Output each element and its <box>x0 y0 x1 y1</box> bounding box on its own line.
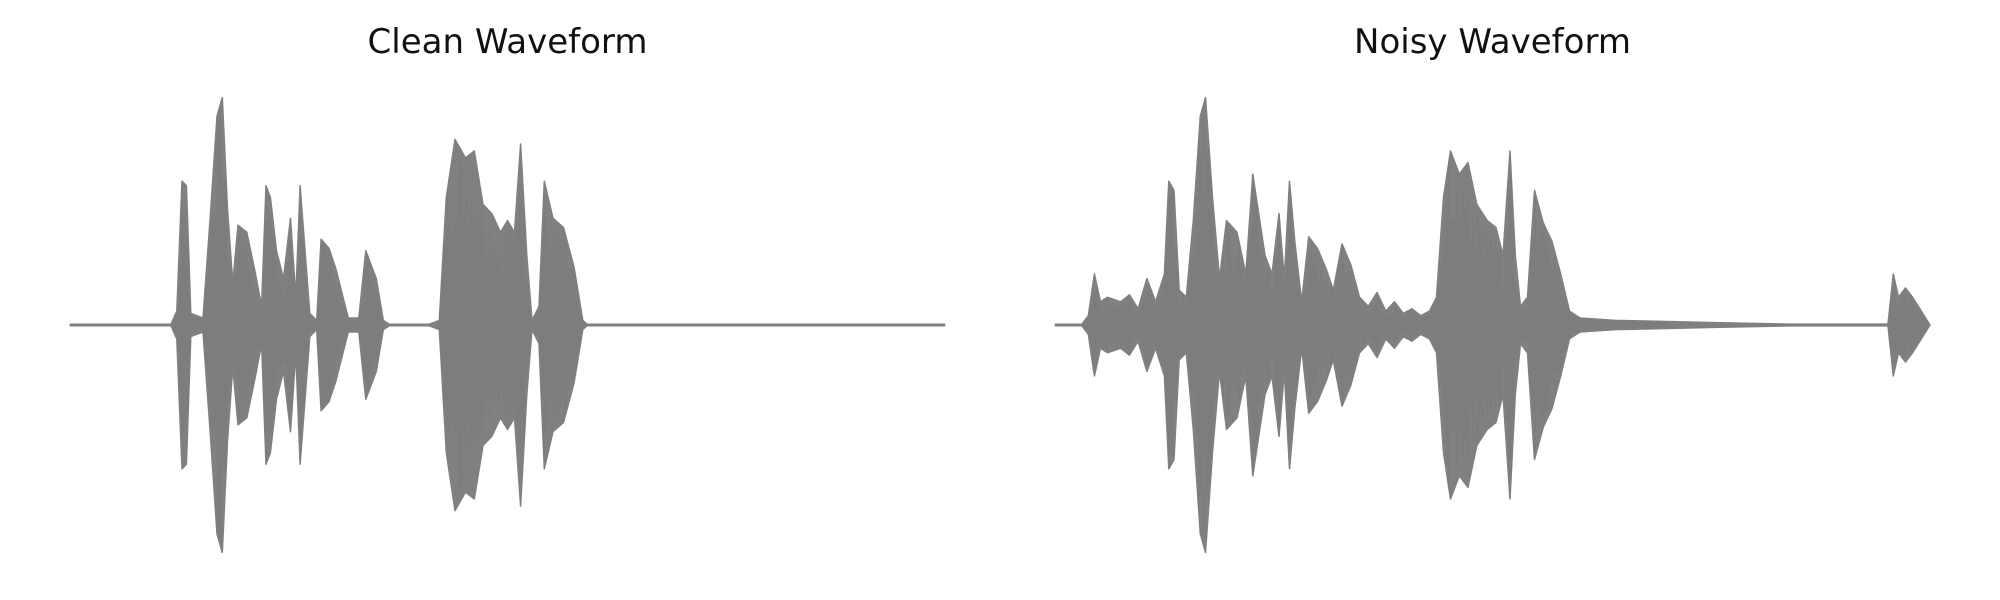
noisy-waveform-panel: Noisy Waveform <box>1054 0 1931 600</box>
clean-waveform-plot <box>69 96 946 554</box>
clean-waveform-panel: Clean Waveform <box>69 0 946 600</box>
noisy-waveform-plot <box>1054 96 1931 554</box>
noisy-waveform-title: Noisy Waveform <box>1354 22 1631 62</box>
clean-waveform-title: Clean Waveform <box>367 22 648 62</box>
waveform-samples <box>1084 119 1928 531</box>
waveform-samples <box>173 108 585 542</box>
